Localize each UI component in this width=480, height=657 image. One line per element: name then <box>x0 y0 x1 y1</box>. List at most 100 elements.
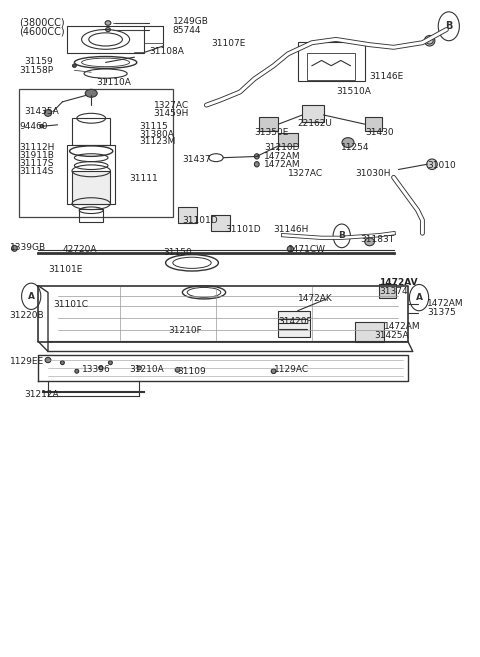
Text: B: B <box>338 231 345 240</box>
Ellipse shape <box>44 110 52 116</box>
Text: 31158P: 31158P <box>19 66 53 75</box>
Ellipse shape <box>108 361 112 365</box>
Ellipse shape <box>175 368 180 373</box>
Bar <box>259 117 278 131</box>
Text: 31109: 31109 <box>178 367 206 376</box>
Ellipse shape <box>106 28 110 32</box>
Bar <box>355 322 384 342</box>
Text: 31112H: 31112H <box>19 143 55 152</box>
Text: 31430: 31430 <box>365 128 394 137</box>
Text: 11254: 11254 <box>341 143 369 152</box>
Text: 31350E: 31350E <box>254 128 289 137</box>
Text: 1472AV: 1472AV <box>379 278 418 287</box>
Text: 31114S: 31114S <box>19 167 54 176</box>
Text: A: A <box>416 293 422 302</box>
Ellipse shape <box>40 125 44 128</box>
Ellipse shape <box>427 159 437 170</box>
Text: 42720A: 42720A <box>62 245 97 254</box>
Ellipse shape <box>254 154 259 159</box>
Ellipse shape <box>99 366 103 370</box>
Text: 1249GB: 1249GB <box>173 16 209 26</box>
Bar <box>72 171 110 204</box>
Circle shape <box>409 284 429 311</box>
Text: 13396: 13396 <box>82 365 110 374</box>
Circle shape <box>438 12 459 41</box>
Text: 31210F: 31210F <box>168 326 202 335</box>
Bar <box>302 105 324 122</box>
Text: 1129EE: 1129EE <box>10 357 44 366</box>
Ellipse shape <box>75 369 79 373</box>
Text: 31010: 31010 <box>427 161 456 170</box>
Text: 31101D: 31101D <box>182 216 218 225</box>
Ellipse shape <box>72 64 76 68</box>
Circle shape <box>22 283 41 309</box>
Bar <box>365 117 382 131</box>
Text: A: A <box>28 292 35 301</box>
Text: 31220B: 31220B <box>10 311 44 320</box>
Text: 1472AK: 1472AK <box>298 294 332 304</box>
Text: 31374: 31374 <box>379 287 408 296</box>
Text: 31437: 31437 <box>182 155 211 164</box>
Text: 1472AM: 1472AM <box>384 322 420 331</box>
Text: 31101D: 31101D <box>226 225 261 234</box>
Ellipse shape <box>424 35 435 46</box>
Text: 31159: 31159 <box>24 57 53 66</box>
Text: 31123M: 31123M <box>139 137 176 147</box>
Bar <box>67 145 115 204</box>
Text: 31435A: 31435A <box>24 107 59 116</box>
Text: 1129AC: 1129AC <box>274 365 309 374</box>
Bar <box>278 133 298 146</box>
Text: 31101C: 31101C <box>53 300 88 309</box>
Text: 31210A: 31210A <box>130 365 164 374</box>
Text: 31146H: 31146H <box>274 225 309 234</box>
Text: 31510A: 31510A <box>336 87 371 97</box>
Text: 31375: 31375 <box>427 307 456 317</box>
Text: 1471CW: 1471CW <box>288 244 326 254</box>
Text: 31030H: 31030H <box>355 169 391 178</box>
Text: 31380A: 31380A <box>139 129 174 139</box>
Text: 31420F: 31420F <box>278 317 312 327</box>
Text: 31108A: 31108A <box>149 47 184 57</box>
Text: 31911B: 31911B <box>19 151 54 160</box>
Bar <box>67 26 144 53</box>
Ellipse shape <box>12 246 17 252</box>
Ellipse shape <box>45 357 51 363</box>
Bar <box>211 215 230 231</box>
Text: 31459H: 31459H <box>154 108 189 118</box>
Bar <box>379 284 396 298</box>
Text: 31425A: 31425A <box>374 330 409 340</box>
Bar <box>307 53 355 80</box>
Ellipse shape <box>342 138 354 148</box>
Ellipse shape <box>105 21 111 25</box>
Bar <box>298 42 365 81</box>
Text: 1472AM: 1472AM <box>264 152 300 161</box>
Text: 1472AM: 1472AM <box>264 160 300 169</box>
Bar <box>178 207 197 223</box>
Ellipse shape <box>271 369 276 373</box>
Ellipse shape <box>287 246 293 252</box>
Bar <box>19 89 173 217</box>
Ellipse shape <box>85 89 97 97</box>
Text: 94460: 94460 <box>19 122 48 131</box>
Text: (3800CC): (3800CC) <box>19 18 65 28</box>
Circle shape <box>333 224 350 248</box>
Text: 1339GB: 1339GB <box>10 243 46 252</box>
Ellipse shape <box>254 162 259 167</box>
Text: 31107E: 31107E <box>211 39 246 48</box>
Bar <box>72 118 110 145</box>
Text: 1327AC: 1327AC <box>154 101 189 110</box>
Bar <box>79 209 103 222</box>
Text: 31210D: 31210D <box>264 143 300 152</box>
Text: 1327AC: 1327AC <box>288 169 323 178</box>
Ellipse shape <box>365 238 374 246</box>
Text: 85744: 85744 <box>173 26 201 35</box>
Text: B: B <box>445 21 453 32</box>
Text: 31110A: 31110A <box>96 78 131 87</box>
Bar <box>278 311 310 337</box>
Text: 22162U: 22162U <box>298 119 333 128</box>
Text: 31146E: 31146E <box>370 72 404 81</box>
Text: 31111: 31111 <box>130 174 158 183</box>
Ellipse shape <box>137 366 142 370</box>
Text: 31150: 31150 <box>163 248 192 258</box>
Ellipse shape <box>60 361 64 365</box>
